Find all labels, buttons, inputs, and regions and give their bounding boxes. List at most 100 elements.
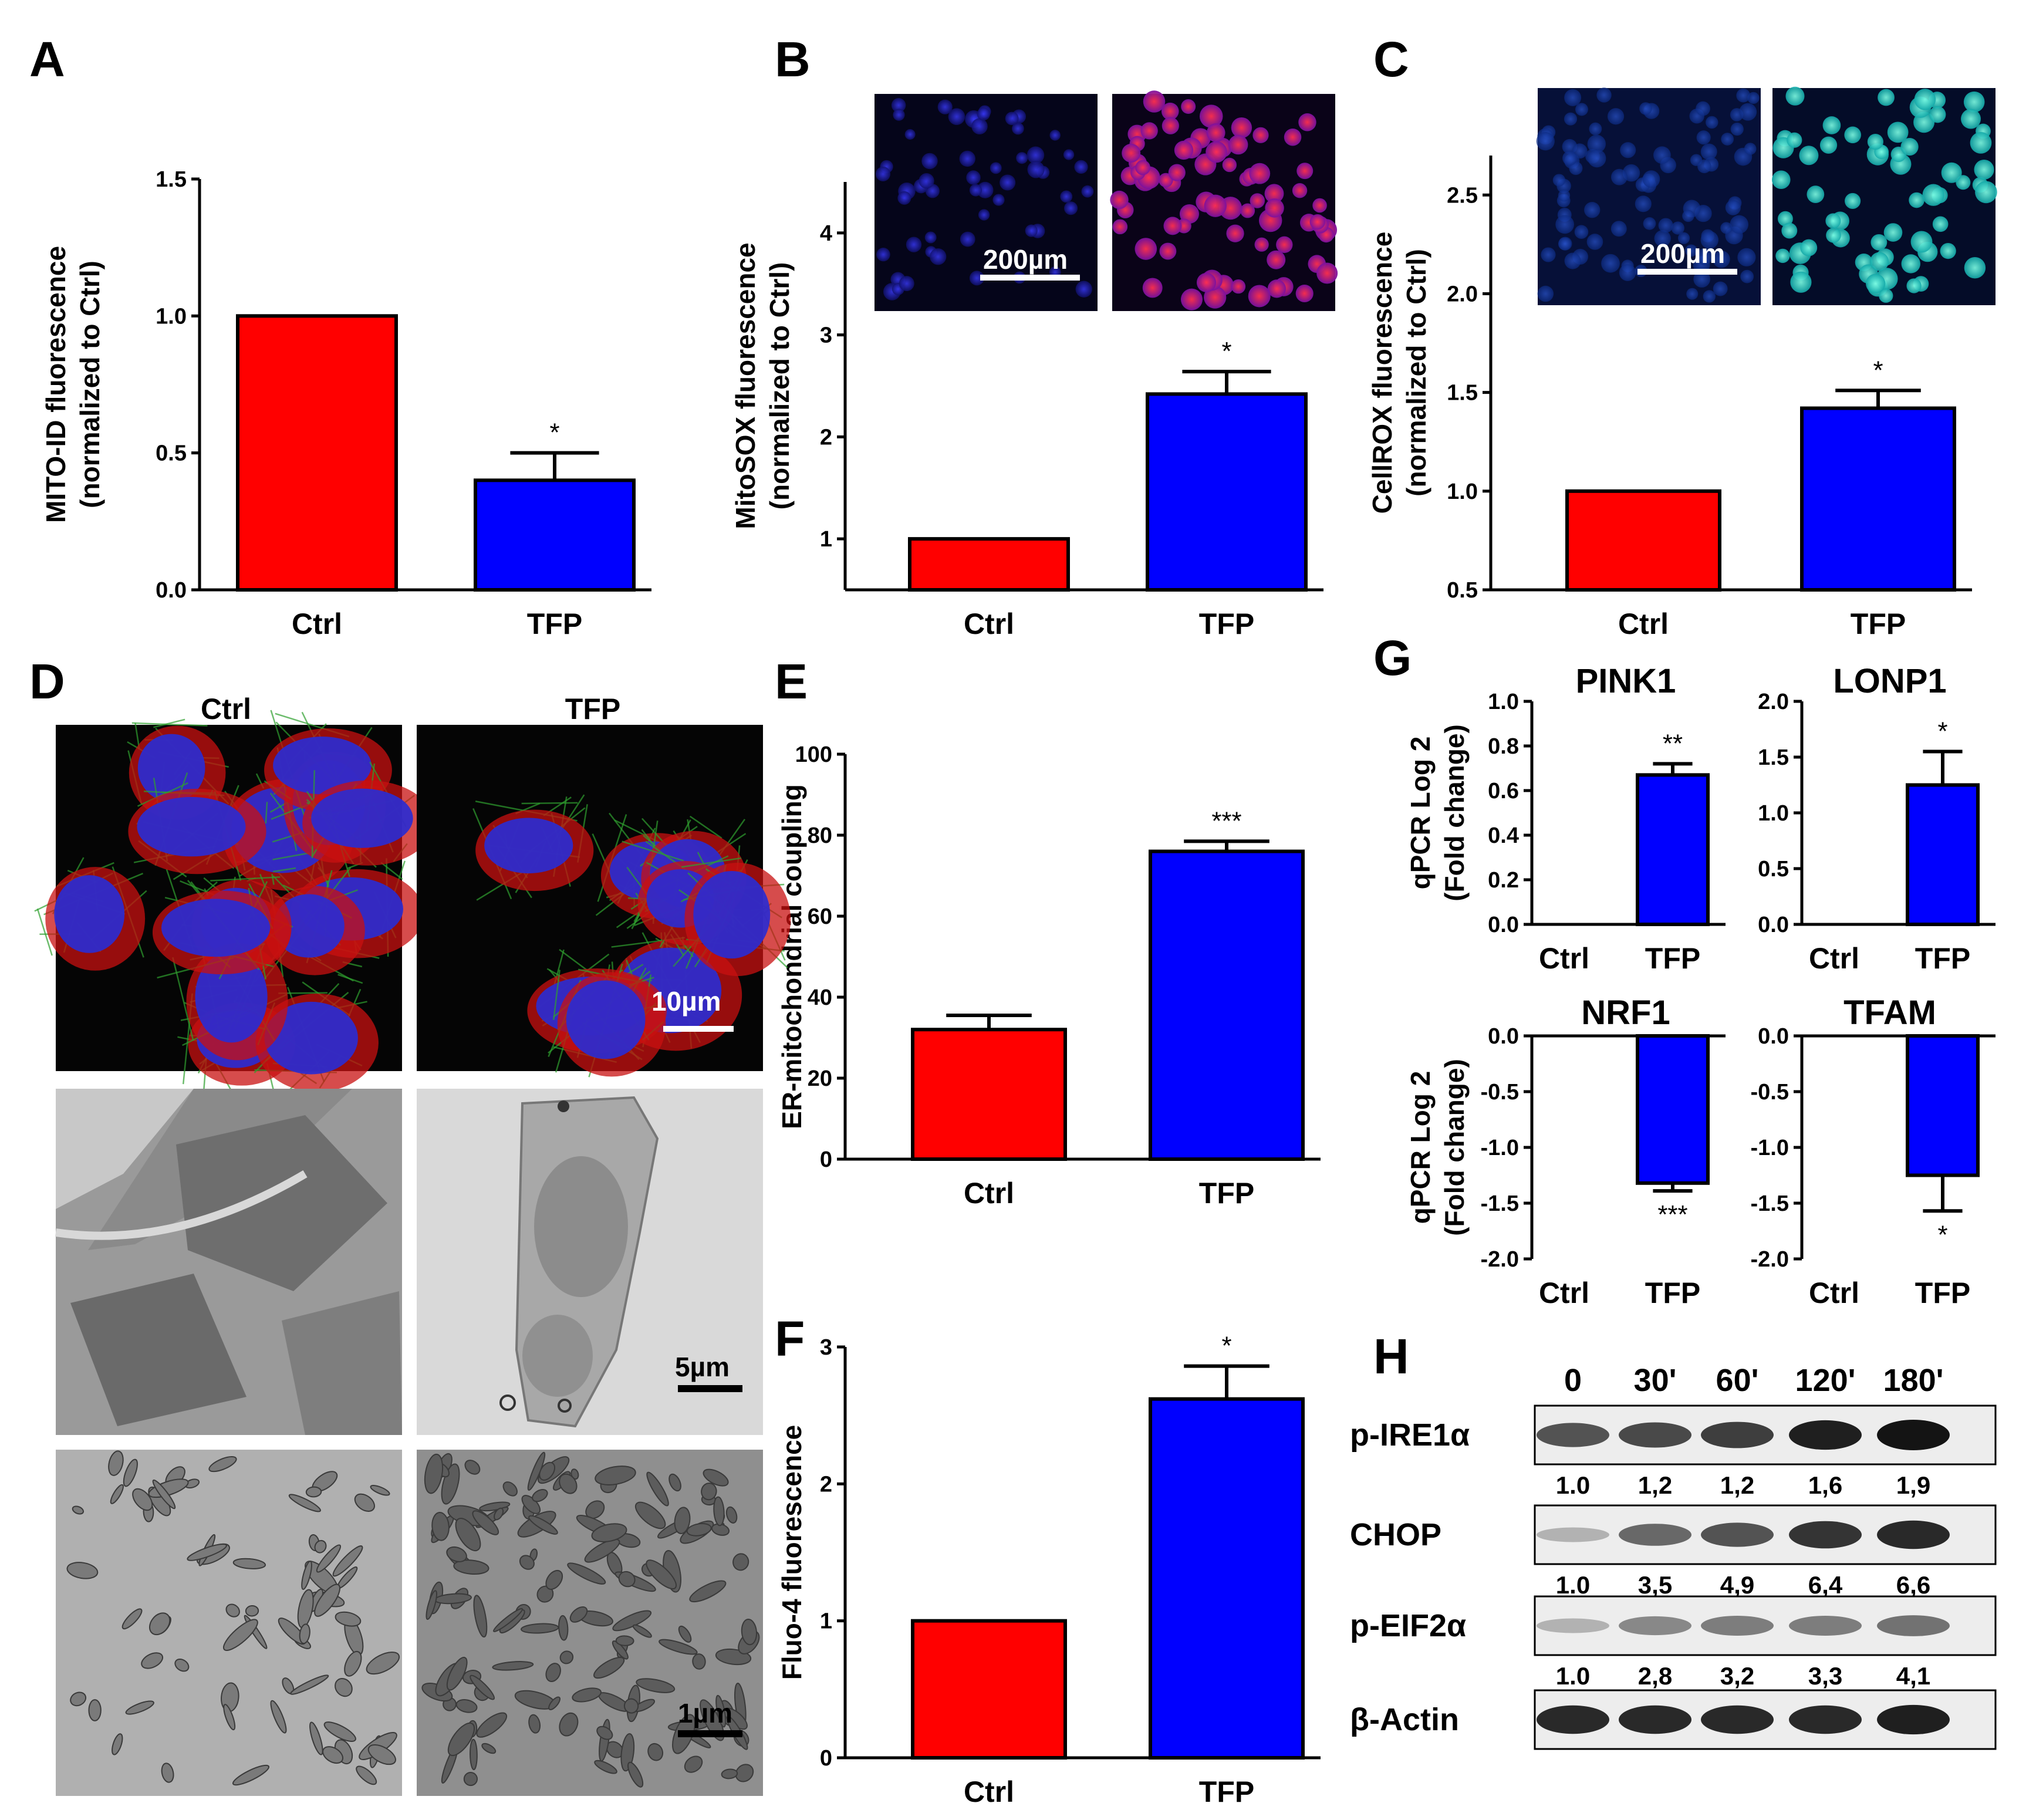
bar-ctrl xyxy=(908,537,1070,592)
chart-g-nrf1: 0.0 -0.5 -1.0 -1.5 -2.0 Ctrl *** TFP NRF1 qPCR Lo… xyxy=(1405,994,1726,1309)
panel-label-g: G xyxy=(1373,630,1412,686)
significance-marker: * xyxy=(1937,717,1947,746)
western-row-label: CHOP xyxy=(1350,1517,1441,1552)
western-band xyxy=(1701,1421,1774,1448)
western-quant: 1.0 xyxy=(1556,1662,1590,1690)
significance-marker: * xyxy=(1221,337,1231,366)
subchart-title: PINK1 xyxy=(1576,662,1676,700)
bar-tfp xyxy=(1149,849,1305,1161)
western-band xyxy=(1789,1521,1862,1549)
micrograph-c-tfp xyxy=(1771,86,1997,305)
y-tick-label: 1.5 xyxy=(1758,745,1789,770)
y-tick-label: 2 xyxy=(820,425,832,450)
category-label: TFP xyxy=(1645,1277,1700,1309)
y-tick-label: 0.0 xyxy=(1488,913,1519,937)
scale-bar-c-label: 200µm xyxy=(1640,238,1725,269)
category-label: TFP xyxy=(1199,1775,1254,1808)
y-axis-label: (normalized to Ctrl) xyxy=(1401,249,1431,497)
category-label: TFP xyxy=(1915,942,1970,975)
scale-bar-d3-label: 1µm xyxy=(678,1698,732,1728)
western-quant: 3,3 xyxy=(1808,1662,1842,1690)
y-axis-label: MitoSOX fluorescence xyxy=(730,242,761,529)
western-quant: 6,4 xyxy=(1808,1571,1843,1599)
y-axis-label: (normalized to Ctrl) xyxy=(75,261,105,508)
y-tick-label: 4 xyxy=(820,221,832,246)
scale-bar-c: 200µm xyxy=(1637,238,1737,275)
significance-marker: * xyxy=(1937,1220,1947,1249)
subchart-title: LONP1 xyxy=(1833,662,1946,700)
y-axis-label: Fluo-4 fluorescence xyxy=(776,1425,807,1680)
chart-g-pink1: 0.0 0.2 0.4 0.6 0.8 1.0 Ctrl ** TFP PINK1 qPCR Log… xyxy=(1405,662,1726,975)
category-label: Ctrl xyxy=(1809,942,1859,975)
y-tick-label: 1.0 xyxy=(1447,480,1478,504)
micrograph-b-tfp xyxy=(1110,90,1338,311)
chart-g-lonp1: 0.0 0.5 1.0 1.5 2.0 Ctrl * TFP LONP1 xyxy=(1758,662,1996,975)
micrograph-d-confocal-tfp xyxy=(417,725,791,1078)
bar-ctrl xyxy=(236,314,398,592)
subchart-title: NRF1 xyxy=(1581,994,1670,1032)
bar-tfp xyxy=(1636,1034,1710,1185)
scale-bar-d1: 10µm xyxy=(651,986,734,1032)
western-quant: 2,8 xyxy=(1638,1662,1672,1690)
y-tick-label: -1.0 xyxy=(1751,1136,1789,1160)
western-band xyxy=(1877,1420,1950,1450)
category-label: Ctrl xyxy=(1539,1277,1589,1309)
y-tick-label: 2.0 xyxy=(1447,282,1478,306)
micrograph-d-em-low-ctrl xyxy=(55,1089,402,1435)
category-label: Ctrl xyxy=(964,1775,1014,1808)
bar-ctrl xyxy=(1565,489,1721,592)
significance-marker: *** xyxy=(1211,806,1241,835)
y-tick-label: 1.0 xyxy=(156,304,187,329)
y-tick-label: 0.0 xyxy=(1758,1024,1789,1049)
chart-b: 1 2 3 4 Ctrl * TFP MitoSOX fluorescence (normali… xyxy=(730,182,1323,640)
panel-label-c: C xyxy=(1373,32,1409,87)
western-band xyxy=(1537,1423,1609,1447)
western-band xyxy=(1701,1705,1774,1734)
scale-bar-b-label: 200µm xyxy=(983,244,1068,275)
chart-f: 0 1 2 3 Ctrl * TFP Fluo-4 fluorescence xyxy=(776,1332,1321,1808)
y-tick-label: 2.0 xyxy=(1758,690,1789,714)
western-quant: 1.0 xyxy=(1556,1471,1590,1499)
western-quant: 1,2 xyxy=(1720,1471,1754,1499)
scale-bar-d2: 5µm xyxy=(675,1352,742,1392)
western-band xyxy=(1537,1705,1609,1734)
western-band xyxy=(1789,1616,1862,1636)
western-band xyxy=(1619,1705,1691,1734)
bar-tfp xyxy=(1149,1397,1305,1760)
y-tick-label: 1 xyxy=(820,1609,832,1634)
bar-tfp xyxy=(474,478,636,592)
western-quant: 1,2 xyxy=(1638,1471,1672,1499)
bar-ctrl xyxy=(911,1619,1067,1760)
bar-tfp xyxy=(1636,773,1710,927)
category-label: Ctrl xyxy=(1618,607,1669,640)
western-row-label: p-EIF2α xyxy=(1350,1608,1466,1643)
western-quant: 6,6 xyxy=(1896,1571,1930,1599)
western-quant: 3,2 xyxy=(1720,1662,1754,1690)
western-band xyxy=(1701,1522,1774,1547)
category-label: TFP xyxy=(527,607,582,640)
subchart-title: TFAM xyxy=(1843,994,1936,1032)
y-tick-label: -1.5 xyxy=(1751,1191,1789,1216)
y-tick-label: 0.5 xyxy=(156,441,187,466)
y-axis-label: (normalized to Ctrl) xyxy=(764,262,795,510)
western-band xyxy=(1619,1422,1691,1448)
western-band xyxy=(1619,1524,1691,1546)
western-quant: 4,9 xyxy=(1720,1571,1754,1599)
western-band xyxy=(1877,1704,1950,1735)
western-timepoint: 120' xyxy=(1795,1363,1856,1398)
chart-a: 0.0 0.5 1.0 1.5 Ctrl * TFP MITO-ID fluorescence… xyxy=(40,167,651,640)
western-row-label: p-IRE1α xyxy=(1350,1417,1470,1453)
y-tick-label: 0.6 xyxy=(1488,779,1519,803)
chart-e: 0 20 40 60 80 100 Ctrl *** TFP ER-mitochondrial c… xyxy=(776,742,1321,1210)
y-axis-label: MITO-ID fluorescence xyxy=(40,246,71,523)
significance-marker: *** xyxy=(1657,1200,1687,1229)
y-tick-label: 0.0 xyxy=(156,578,187,603)
y-tick-label: 3 xyxy=(820,323,832,348)
panel-d-col-ctrl: Ctrl xyxy=(201,693,251,725)
significance-marker: * xyxy=(1221,1332,1231,1360)
western-band xyxy=(1619,1616,1691,1636)
significance-marker: * xyxy=(549,418,559,447)
category-label: TFP xyxy=(1199,607,1254,640)
micrograph-d-em-high-ctrl xyxy=(56,1450,402,1796)
